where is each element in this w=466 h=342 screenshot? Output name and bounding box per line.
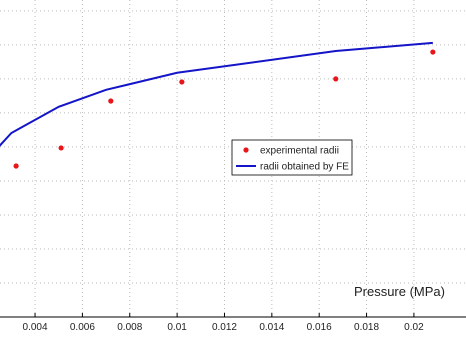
x-tick-label: 0.02 [404,322,424,333]
data-point [58,145,64,151]
x-tick-label: 0.014 [259,322,284,333]
legend-label: experimental radii [260,146,339,157]
x-tick-label: 0.018 [354,322,379,333]
x-tick-label: 0.008 [117,322,142,333]
data-line [0,41,433,147]
data-point [13,163,19,169]
x-tick-label: 0.016 [307,322,332,333]
data-point [108,98,114,104]
data-point [333,76,339,82]
data-point [179,79,185,85]
legend-marker [243,147,249,153]
x-axis-label: Pressure (MPa) [354,284,445,299]
data-point [430,49,436,55]
legend-box [231,139,353,176]
legend-label: radii obtained by FE [260,162,349,173]
x-tick-label: 0.004 [23,322,48,333]
x-tick-label: 0.006 [70,322,95,333]
x-tick-label: 0.01 [167,322,187,333]
x-tick-label: 0.012 [212,322,237,333]
